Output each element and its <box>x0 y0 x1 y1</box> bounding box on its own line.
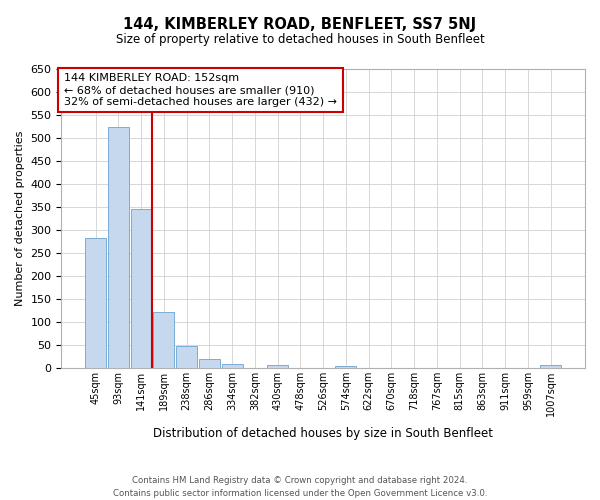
Bar <box>176 346 197 368</box>
Bar <box>85 238 106 368</box>
Bar <box>267 366 288 368</box>
Y-axis label: Number of detached properties: Number of detached properties <box>15 130 25 306</box>
Bar <box>131 209 152 368</box>
X-axis label: Distribution of detached houses by size in South Benfleet: Distribution of detached houses by size … <box>153 427 493 440</box>
Bar <box>108 127 129 368</box>
Text: 144 KIMBERLEY ROAD: 152sqm
← 68% of detached houses are smaller (910)
32% of sem: 144 KIMBERLEY ROAD: 152sqm ← 68% of deta… <box>64 74 337 106</box>
Bar <box>154 312 175 368</box>
Bar <box>199 359 220 368</box>
Bar <box>222 364 242 368</box>
Text: 144, KIMBERLEY ROAD, BENFLEET, SS7 5NJ: 144, KIMBERLEY ROAD, BENFLEET, SS7 5NJ <box>124 18 476 32</box>
Bar <box>540 366 561 368</box>
Text: Contains HM Land Registry data © Crown copyright and database right 2024.
Contai: Contains HM Land Registry data © Crown c… <box>113 476 487 498</box>
Bar <box>335 366 356 368</box>
Text: Size of property relative to detached houses in South Benfleet: Size of property relative to detached ho… <box>116 32 484 46</box>
